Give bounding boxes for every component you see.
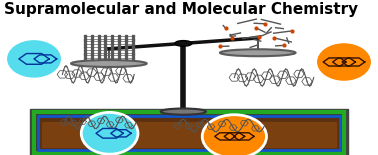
FancyBboxPatch shape <box>38 116 340 150</box>
Ellipse shape <box>161 108 206 115</box>
Ellipse shape <box>220 49 296 56</box>
Ellipse shape <box>175 41 192 46</box>
FancyBboxPatch shape <box>34 112 344 153</box>
FancyBboxPatch shape <box>30 108 348 155</box>
Ellipse shape <box>81 112 138 154</box>
Text: Supramolecular and Molecular Chemistry: Supramolecular and Molecular Chemistry <box>4 2 358 17</box>
Ellipse shape <box>71 60 147 67</box>
FancyBboxPatch shape <box>42 122 336 147</box>
Ellipse shape <box>202 115 266 155</box>
Ellipse shape <box>316 42 372 82</box>
Ellipse shape <box>6 39 62 79</box>
